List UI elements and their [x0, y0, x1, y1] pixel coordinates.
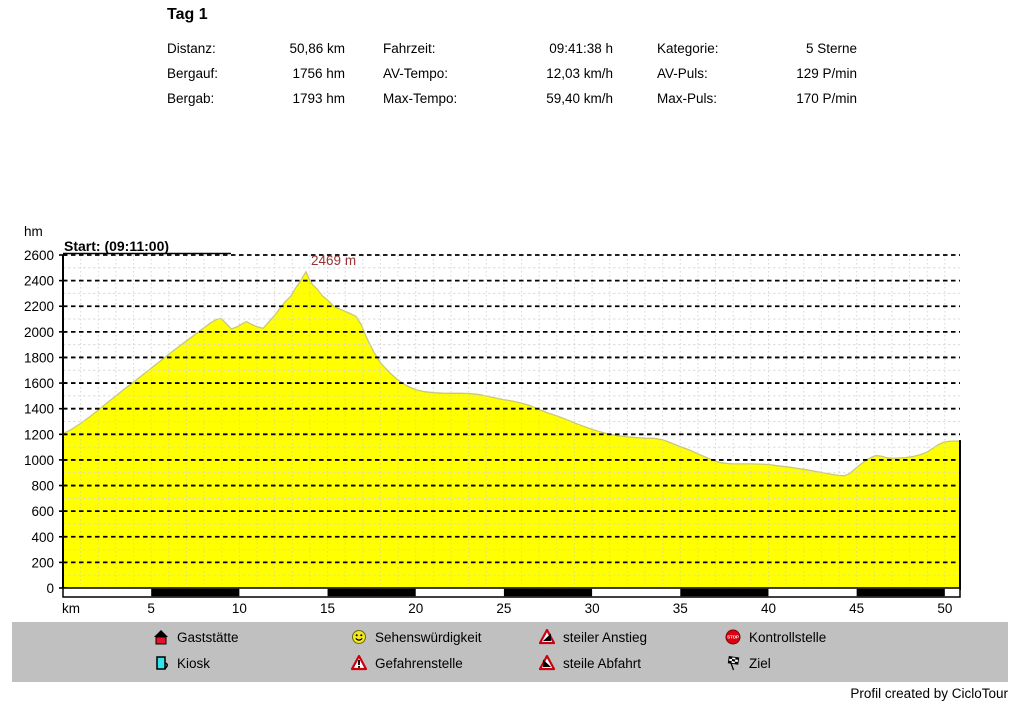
stat-label: Kategorie:	[657, 41, 719, 56]
stat-value: 129 P/min	[796, 66, 857, 81]
x-tick-label: 35	[673, 601, 688, 616]
y-tick-label: 800	[31, 479, 54, 494]
x-tick-label: 50	[937, 601, 952, 616]
y-tick-label: 1400	[24, 402, 54, 417]
stat-value: 09:41:38 h	[549, 41, 613, 56]
stat-label: AV-Puls:	[657, 66, 708, 81]
stat-label: Bergauf:	[167, 66, 219, 81]
legend-label: Sehenswürdigkeit	[375, 629, 482, 645]
y-tick-label: 0	[46, 581, 54, 596]
x-tick-label: 40	[761, 601, 776, 616]
stat-value: 1793 hm	[292, 91, 345, 106]
y-tick-label: 2400	[24, 274, 54, 289]
legend-item-ziel: Ziel	[725, 654, 771, 672]
legend-item-kontrollstelle: STOP Kontrollstelle	[725, 628, 826, 646]
y-tick-label: 1600	[24, 376, 54, 391]
legend-label: steiler Anstieg	[563, 629, 648, 645]
svg-text:STOP: STOP	[727, 635, 739, 640]
x-tick-label: 20	[408, 601, 423, 616]
legend-label: Ziel	[749, 655, 771, 671]
stat-label: Fahrzeit:	[383, 41, 436, 56]
legend-item-steile-abfahrt: steile Abfahrt	[539, 654, 641, 672]
y-axis-unit: hm	[24, 224, 43, 239]
y-tick-label: 600	[31, 504, 54, 519]
page-title: Tag 1	[167, 6, 208, 23]
y-tick-label: 200	[31, 555, 54, 570]
stat-value: 12,03 km/h	[546, 66, 613, 81]
sehenswuerdigkeit-icon	[351, 629, 367, 645]
legend-item-kiosk: Kiosk	[153, 654, 210, 672]
legend-item-steiler-anstieg: steiler Anstieg	[539, 628, 647, 646]
y-tick-label: 2000	[24, 325, 54, 340]
ziel-icon	[725, 655, 741, 671]
stat-value: 50,86 km	[289, 41, 345, 56]
elevation-chart: Start: (09:11:00) 0 200 400 600 800 1000 1200 14…	[24, 224, 961, 616]
x-axis-unit: km	[62, 601, 80, 616]
kontrollstelle-icon: STOP	[725, 629, 741, 645]
footer-credit: Profil created by CicloTour	[850, 686, 1008, 701]
legend-item-gefahrenstelle: Gefahrenstelle	[351, 654, 463, 672]
x-tick-label: 10	[232, 601, 247, 616]
x-tick-label: 15	[320, 601, 335, 616]
x-tick-label: 25	[496, 601, 511, 616]
y-tick-label: 1000	[24, 453, 54, 468]
gaststaette-icon	[153, 629, 169, 645]
y-tick-label: 2200	[24, 299, 54, 314]
y-tick-label: 1800	[24, 350, 54, 365]
y-tick-label: 1200	[24, 427, 54, 442]
stat-label: Max-Puls:	[657, 91, 718, 106]
stat-label: AV-Tempo:	[383, 66, 449, 81]
y-tick-label: 2600	[24, 248, 54, 263]
stat-label: Bergab:	[167, 91, 215, 106]
x-tick-label: 30	[585, 601, 600, 616]
legend-item-sehenswuerdigkeit: Sehenswürdigkeit	[351, 628, 482, 646]
stat-label: Max-Tempo:	[383, 91, 458, 106]
steile-abfahrt-icon	[539, 655, 555, 671]
x-tick-label: 45	[849, 601, 864, 616]
gefahrenstelle-icon	[351, 655, 367, 671]
stat-value: 59,40 km/h	[546, 91, 613, 106]
legend-label: Kiosk	[177, 655, 211, 671]
steiler-anstieg-icon	[539, 629, 555, 645]
stat-label: Distanz:	[167, 41, 216, 56]
legend-label: Kontrollstelle	[749, 629, 827, 645]
start-annotation: Start: (09:11:00)	[64, 238, 169, 254]
legend-item-gaststaette: Gaststätte	[153, 628, 239, 646]
stat-value: 5 Sterne	[805, 41, 857, 56]
legend-label: steile Abfahrt	[563, 655, 642, 671]
kiosk-icon	[153, 655, 169, 671]
stat-value: 170 P/min	[796, 91, 857, 106]
stat-value: 1756 hm	[292, 66, 345, 81]
legend-label: Gefahrenstelle	[375, 655, 463, 671]
x-tick-label: 5	[147, 601, 155, 616]
y-tick-label: 400	[31, 530, 54, 545]
legend: Gaststätte Kiosk Sehenswürdigkeit Gefahrens…	[12, 622, 1008, 682]
legend-label: Gaststätte	[177, 629, 239, 645]
peak-annotation: 2469 m	[311, 253, 356, 268]
